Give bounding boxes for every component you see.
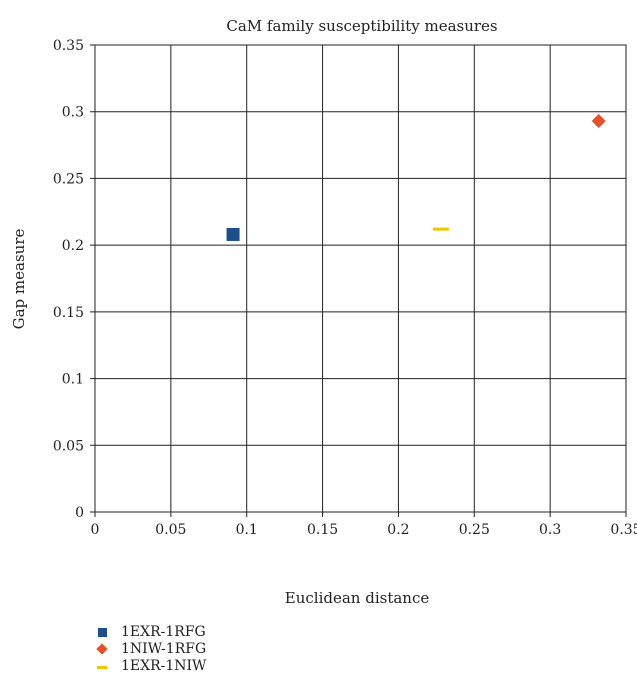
y-tick-label: 0.2: [62, 238, 84, 254]
x-tick-label: 0.25: [459, 522, 490, 538]
x-tick-label: 0.05: [155, 522, 186, 538]
dash-marker-icon: [95, 660, 113, 674]
y-tick-label: 0.1: [62, 372, 84, 388]
diamond-marker-icon: [95, 642, 113, 657]
x-tick-label: 0.1: [236, 522, 258, 538]
grid: [90, 44, 627, 517]
x-tick-label: 0.15: [307, 522, 338, 538]
y-tick-label: 0.3: [62, 105, 84, 121]
scatter-chart: CaM family susceptibility measures 0 0.05…: [10, 17, 637, 607]
y-tick-label: 0.15: [53, 305, 84, 321]
legend-label: 1EXR-1RFG: [121, 624, 206, 640]
y-tick-label: 0.05: [53, 438, 84, 454]
y-tick-label: 0.35: [53, 38, 84, 54]
x-tick-label: 0.2: [387, 522, 409, 538]
x-axis-ticks: 0 0.05 0.1 0.15 0.2 0.25 0.3 0.35: [91, 522, 637, 538]
data-points: [226, 114, 606, 241]
y-axis-ticks: 0 0.05 0.1 0.15 0.2 0.25 0.3 0.35: [53, 38, 84, 521]
x-tick-label: 0.3: [539, 522, 561, 538]
y-tick-label: 0: [75, 505, 84, 521]
square-marker-icon: [95, 626, 113, 640]
x-tick-label: 0: [91, 522, 100, 538]
chart-title: CaM family susceptibility measures: [226, 17, 497, 35]
legend-item: 1NIW-1RFG: [95, 641, 206, 658]
legend-item: 1EXR-1NIW: [95, 658, 206, 675]
x-tick-label: 0.35: [610, 522, 637, 538]
x-axis-title: Euclidean distance: [285, 589, 430, 607]
point-1niw-1rfg: [591, 114, 606, 129]
y-axis-title: Gap measure: [10, 229, 28, 330]
y-tick-label: 0.25: [53, 171, 84, 187]
plot-frame: [94, 44, 627, 513]
legend-item: 1EXR-1RFG: [95, 624, 206, 641]
legend-label: 1NIW-1RFG: [121, 641, 207, 657]
legend: 1EXR-1RFG 1NIW-1RFG 1EXR-1NIW: [95, 624, 206, 675]
point-1exr-1niw: [432, 227, 449, 231]
legend-label: 1EXR-1NIW: [121, 658, 207, 674]
point-1exr-1rfg: [226, 227, 240, 241]
